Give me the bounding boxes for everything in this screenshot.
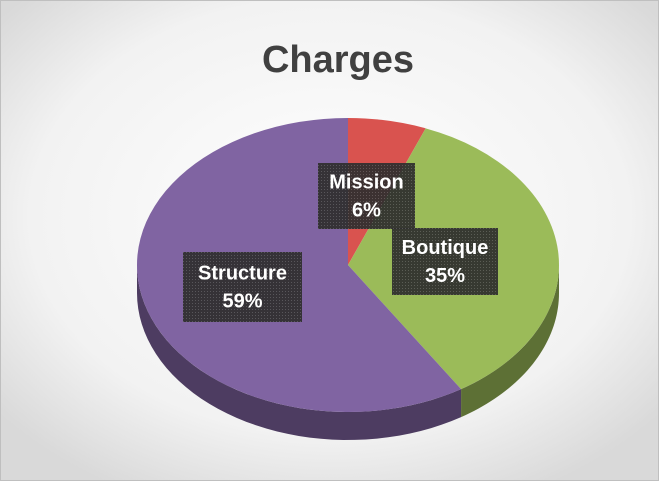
chart-title: Charges (262, 39, 414, 81)
slice-side (137, 265, 462, 440)
data-label-value: 35% (425, 265, 465, 287)
data-label-box (183, 252, 302, 322)
data-label-value: 6% (352, 199, 381, 221)
data-label-name: Mission (329, 171, 403, 193)
data-label-name: Structure (198, 262, 287, 284)
slice-side (461, 265, 559, 418)
data-label-name: Boutique (402, 237, 489, 259)
data-labels: Mission 6% Boutique 35% Structure 59% (183, 163, 498, 322)
data-label-box (392, 228, 498, 295)
data-label-box (318, 163, 415, 229)
data-label-value: 59% (222, 290, 262, 312)
